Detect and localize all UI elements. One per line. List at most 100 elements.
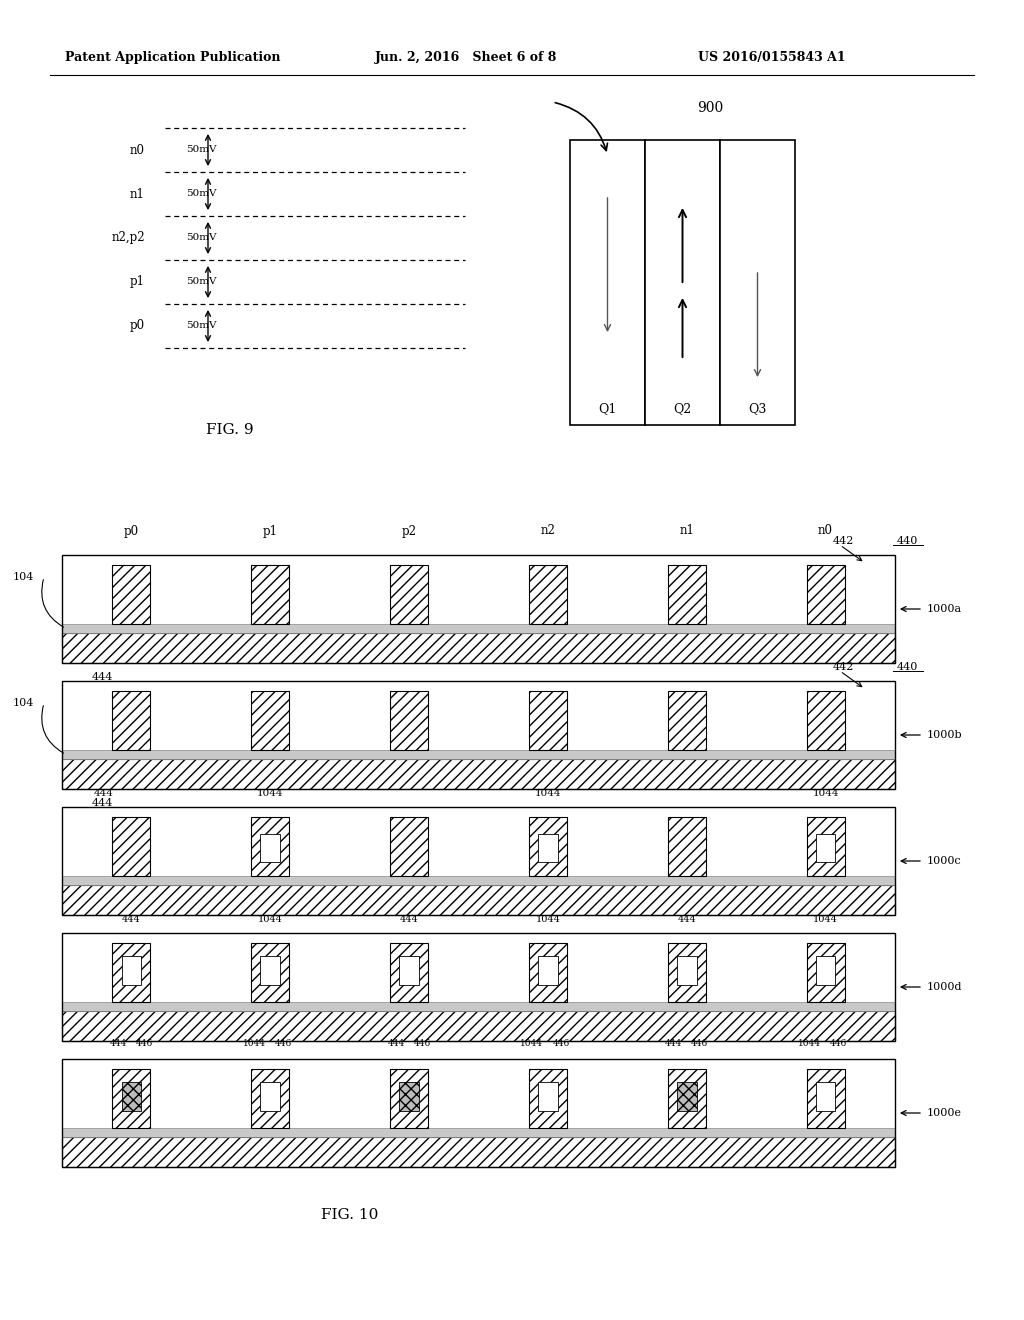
Bar bbox=[62, 759, 895, 789]
Bar bbox=[62, 554, 895, 663]
Text: 1000a: 1000a bbox=[927, 605, 963, 614]
Text: 104: 104 bbox=[12, 698, 34, 708]
Bar bbox=[113, 1069, 151, 1129]
Text: 50mV: 50mV bbox=[186, 145, 216, 154]
Bar bbox=[260, 1082, 281, 1111]
Bar bbox=[390, 565, 428, 624]
Bar bbox=[399, 956, 419, 986]
Text: n2: n2 bbox=[541, 524, 555, 537]
Text: 1044: 1044 bbox=[520, 1039, 544, 1048]
Bar bbox=[62, 634, 895, 663]
Text: 1000b: 1000b bbox=[927, 730, 963, 741]
Bar bbox=[62, 1129, 895, 1137]
Text: 444: 444 bbox=[122, 915, 140, 924]
Bar bbox=[113, 565, 151, 624]
Text: p1: p1 bbox=[263, 524, 278, 537]
Bar bbox=[668, 1069, 706, 1129]
Text: n0: n0 bbox=[818, 524, 834, 537]
Text: 1044: 1044 bbox=[243, 1039, 266, 1048]
Bar bbox=[816, 956, 836, 986]
Bar bbox=[668, 817, 706, 876]
Text: n1: n1 bbox=[679, 524, 694, 537]
Text: 104: 104 bbox=[12, 572, 34, 582]
Text: 444: 444 bbox=[666, 1039, 682, 1048]
Text: 446: 446 bbox=[691, 1039, 709, 1048]
Text: 444: 444 bbox=[91, 799, 113, 808]
Text: p1: p1 bbox=[130, 276, 145, 289]
Text: Q1: Q1 bbox=[598, 403, 616, 416]
Bar bbox=[62, 681, 895, 789]
Bar bbox=[122, 1082, 141, 1111]
Text: 900: 900 bbox=[697, 102, 724, 115]
Bar bbox=[260, 956, 281, 986]
Text: 442: 442 bbox=[833, 536, 854, 546]
Bar bbox=[390, 690, 428, 750]
Text: 50mV: 50mV bbox=[186, 234, 216, 243]
Bar bbox=[677, 1082, 696, 1111]
Bar bbox=[62, 876, 895, 884]
Text: FIG. 9: FIG. 9 bbox=[206, 422, 254, 437]
Bar bbox=[62, 933, 895, 1041]
Text: 1044: 1044 bbox=[258, 915, 283, 924]
Text: 1000d: 1000d bbox=[927, 982, 963, 993]
Bar bbox=[807, 565, 845, 624]
Text: 1000c: 1000c bbox=[927, 855, 962, 866]
Text: 1044: 1044 bbox=[257, 788, 284, 797]
Bar bbox=[816, 833, 836, 862]
Bar bbox=[251, 817, 289, 876]
Bar bbox=[113, 690, 151, 750]
Bar bbox=[538, 1082, 558, 1111]
Bar bbox=[399, 1082, 419, 1111]
Text: 444: 444 bbox=[387, 1039, 404, 1048]
Bar bbox=[62, 624, 895, 634]
Bar bbox=[390, 942, 428, 1002]
Text: 1044: 1044 bbox=[798, 1039, 821, 1048]
Bar bbox=[807, 817, 845, 876]
Bar bbox=[529, 690, 567, 750]
Bar bbox=[677, 956, 696, 986]
Text: 440: 440 bbox=[897, 536, 919, 546]
Bar bbox=[251, 690, 289, 750]
Text: 442: 442 bbox=[833, 663, 854, 672]
Bar bbox=[113, 817, 151, 876]
Text: 444: 444 bbox=[399, 915, 419, 924]
Text: n2,p2: n2,p2 bbox=[112, 231, 145, 244]
Text: Patent Application Publication: Patent Application Publication bbox=[65, 51, 281, 65]
Bar bbox=[807, 942, 845, 1002]
Bar bbox=[720, 140, 795, 425]
Text: 50mV: 50mV bbox=[186, 322, 216, 330]
Bar bbox=[62, 1011, 895, 1041]
Text: 446: 446 bbox=[552, 1039, 569, 1048]
Text: 1044: 1044 bbox=[535, 788, 561, 797]
Text: Q2: Q2 bbox=[674, 403, 691, 416]
Bar bbox=[668, 565, 706, 624]
Text: Q3: Q3 bbox=[749, 403, 767, 416]
Text: 444: 444 bbox=[110, 1039, 127, 1048]
Bar bbox=[260, 833, 281, 862]
Text: 444: 444 bbox=[677, 915, 696, 924]
Bar bbox=[645, 140, 720, 425]
Bar bbox=[570, 140, 645, 425]
Text: US 2016/0155843 A1: US 2016/0155843 A1 bbox=[698, 51, 846, 65]
Text: FIG. 10: FIG. 10 bbox=[322, 1208, 379, 1222]
Bar bbox=[529, 817, 567, 876]
Bar bbox=[390, 817, 428, 876]
Bar bbox=[807, 690, 845, 750]
Text: 1044: 1044 bbox=[536, 915, 560, 924]
Text: 446: 446 bbox=[136, 1039, 153, 1048]
Bar bbox=[62, 750, 895, 759]
Bar bbox=[62, 1002, 895, 1011]
Text: 446: 446 bbox=[274, 1039, 292, 1048]
Text: 446: 446 bbox=[830, 1039, 847, 1048]
Bar bbox=[668, 942, 706, 1002]
Bar bbox=[251, 1069, 289, 1129]
Bar bbox=[122, 956, 141, 986]
Bar bbox=[113, 942, 151, 1002]
Text: 1044: 1044 bbox=[812, 788, 839, 797]
Bar bbox=[807, 1069, 845, 1129]
Bar bbox=[538, 956, 558, 986]
Bar bbox=[62, 807, 895, 915]
Text: 444: 444 bbox=[91, 672, 113, 682]
Bar bbox=[390, 1069, 428, 1129]
Text: n1: n1 bbox=[130, 187, 145, 201]
